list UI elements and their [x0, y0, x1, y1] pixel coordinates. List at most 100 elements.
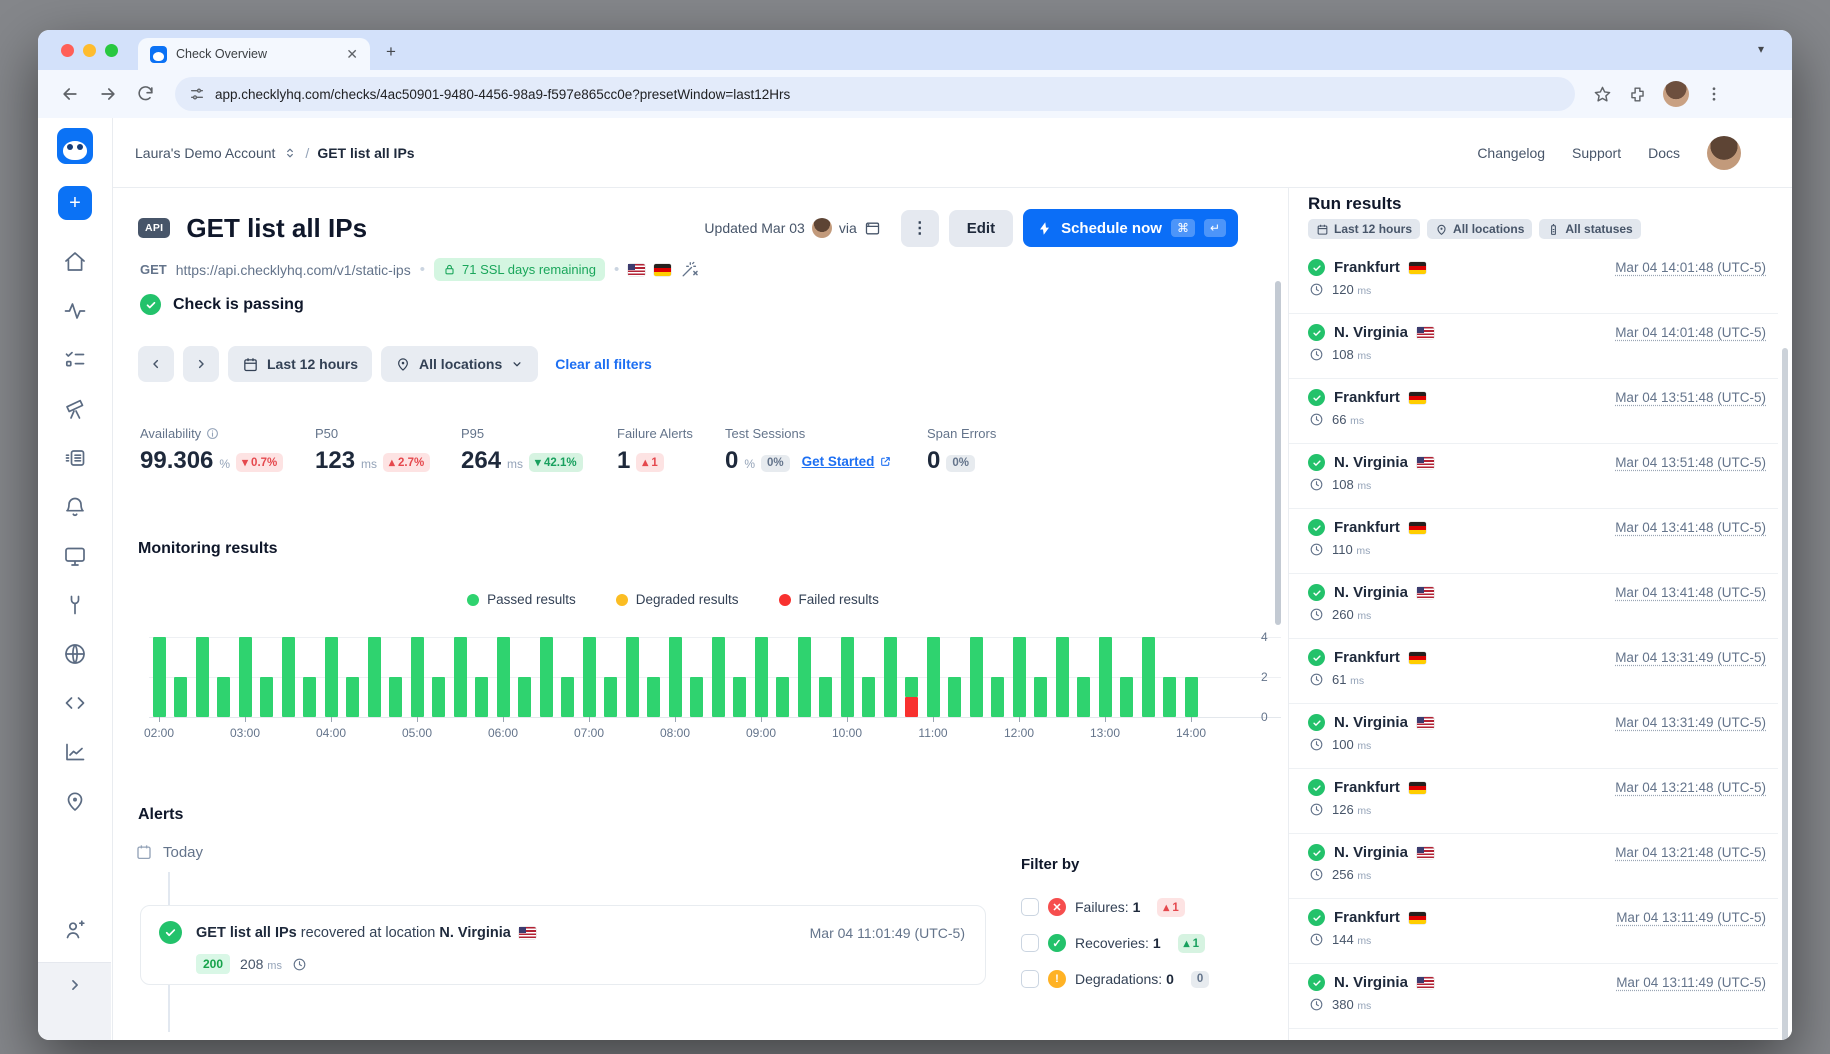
create-new-button[interactable]: + — [58, 186, 92, 220]
passed-bar[interactable] — [1098, 637, 1112, 717]
passed-bar[interactable] — [582, 637, 596, 717]
passed-bar[interactable] — [260, 677, 273, 717]
passed-bar[interactable] — [539, 637, 553, 717]
run-timestamp-link[interactable]: Mar 04 13:51:48 (UTC-5) — [1615, 455, 1766, 470]
passed-bar[interactable] — [475, 677, 488, 717]
zoom-window-button[interactable] — [105, 44, 118, 57]
run-timestamp-link[interactable]: Mar 04 13:31:49 (UTC-5) — [1615, 715, 1766, 730]
info-icon[interactable] — [206, 427, 219, 440]
sidebar-item-cli[interactable] — [63, 691, 87, 715]
passed-bar[interactable] — [1120, 677, 1133, 717]
run-result-row[interactable]: N. Virginia Mar 04 14:01:48 (UTC-5) 108 ms — [1289, 314, 1778, 379]
passed-bar[interactable] — [1034, 677, 1047, 717]
passed-bar[interactable] — [496, 637, 510, 717]
forward-icon[interactable] — [98, 84, 118, 104]
sidebar-item-invite-user[interactable] — [63, 918, 87, 942]
url-bar[interactable]: app.checklyhq.com/checks/4ac50901-9480-4… — [175, 77, 1575, 111]
passed-bar[interactable] — [668, 637, 682, 717]
passed-bar[interactable] — [432, 677, 445, 717]
alert-card[interactable]: GET list all IPs recovered at location N… — [140, 905, 986, 985]
docs-link[interactable]: Docs — [1648, 144, 1680, 161]
run-result-row[interactable]: N. Virginia Mar 04 13:11:49 (UTC-5) 380 ms — [1289, 964, 1778, 1029]
support-link[interactable]: Support — [1572, 144, 1622, 161]
passed-bar[interactable] — [840, 637, 854, 717]
clear-filters-link[interactable]: Clear all filters — [555, 356, 652, 372]
run-timestamp-link[interactable]: Mar 04 13:31:49 (UTC-5) — [1615, 650, 1766, 665]
edit-button[interactable]: Edit — [948, 209, 1014, 247]
new-tab-button[interactable]: + — [386, 42, 396, 61]
filter-by-option[interactable]: ✕ Failures: 1 ▴ 1 — [1021, 889, 1281, 925]
account-switcher[interactable]: Laura's Demo Account — [135, 144, 276, 161]
passed-bar[interactable] — [453, 637, 467, 717]
run-timestamp-link[interactable]: Mar 04 14:01:48 (UTC-5) — [1615, 260, 1766, 275]
run-timestamp-link[interactable]: Mar 04 13:11:49 (UTC-5) — [1616, 910, 1766, 925]
run-timestamp-link[interactable]: Mar 04 13:11:49 (UTC-5) — [1616, 975, 1766, 990]
run-results-scrollbar[interactable] — [1782, 348, 1788, 1040]
run-result-row[interactable]: N. Virginia Mar 04 13:41:48 (UTC-5) 260 ms — [1289, 574, 1778, 639]
browser-tab[interactable]: Check Overview ✕ — [138, 38, 370, 70]
passed-bar[interactable] — [1012, 637, 1026, 717]
filter-checkbox[interactable] — [1021, 934, 1039, 952]
run-timestamp-link[interactable]: Mar 04 13:21:48 (UTC-5) — [1615, 845, 1766, 860]
main-scrollbar[interactable] — [1275, 281, 1281, 625]
passed-bar[interactable] — [711, 637, 725, 717]
passed-bar[interactable] — [754, 637, 768, 717]
passed-bar[interactable] — [991, 677, 1004, 717]
run-timestamp-link[interactable]: Mar 04 13:21:48 (UTC-5) — [1615, 780, 1766, 795]
passed-bar[interactable] — [883, 637, 897, 717]
run-timestamp-link[interactable]: Mar 04 13:51:48 (UTC-5) — [1615, 390, 1766, 405]
schedule-now-button[interactable]: Schedule now ⌘ ↵ — [1023, 209, 1238, 247]
passed-bar[interactable] — [797, 637, 811, 717]
run-results-filter-pill[interactable]: All locations — [1427, 219, 1533, 239]
sidebar-collapse[interactable] — [38, 962, 111, 1040]
monitoring-chart[interactable]: 0 2 4 02:00 03:00 04:00 05:00 06:00 07:00 08:00 09… — [113, 618, 1288, 768]
passed-bar[interactable] — [625, 637, 639, 717]
passed-bar[interactable] — [561, 677, 574, 717]
passed-bar[interactable] — [152, 637, 166, 717]
passed-bar[interactable] — [926, 637, 940, 717]
sidebar-item-home[interactable] — [63, 250, 87, 274]
run-results-filter-pill[interactable]: All statuses — [1539, 219, 1641, 239]
passed-bar[interactable] — [174, 677, 187, 717]
passed-bar[interactable] — [195, 637, 209, 717]
get-started-link[interactable]: Get Started — [802, 454, 893, 469]
passed-bar[interactable] — [819, 677, 832, 717]
passed-bar[interactable] — [518, 677, 531, 717]
passed-bar[interactable] — [1055, 637, 1069, 717]
passed-bar[interactable] — [1077, 677, 1090, 717]
browser-menu-icon[interactable] — [1705, 85, 1723, 103]
run-timestamp-link[interactable]: Mar 04 13:41:48 (UTC-5) — [1615, 520, 1766, 535]
passed-bar[interactable] — [690, 677, 703, 717]
passed-bar[interactable] — [217, 677, 230, 717]
run-result-row[interactable]: Frankfurt Mar 04 13:31:49 (UTC-5) 61 ms — [1289, 639, 1778, 704]
filter-by-option[interactable]: ! Degradations: 0 0 — [1021, 961, 1281, 997]
passed-bar[interactable] — [389, 677, 402, 717]
window-controls[interactable] — [61, 44, 118, 57]
passed-bar[interactable] — [604, 677, 617, 717]
passed-bar[interactable] — [410, 637, 424, 717]
time-range-filter[interactable]: Last 12 hours — [228, 346, 373, 382]
sidebar-item-explore[interactable] — [63, 397, 87, 421]
passed-bar[interactable] — [1163, 677, 1176, 717]
run-result-row[interactable]: N. Virginia Mar 04 13:31:49 (UTC-5) 100 ms — [1289, 704, 1778, 769]
passed-bar[interactable] — [367, 637, 381, 717]
passed-bar[interactable] — [948, 677, 961, 717]
tab-search-icon[interactable]: ▾ — [1757, 42, 1764, 56]
sidebar-item-maintenance[interactable] — [63, 593, 87, 617]
chevron-updown-icon[interactable] — [283, 146, 297, 160]
run-result-row[interactable]: N. Virginia Mar 04 13:51:48 (UTC-5) 108 ms — [1289, 444, 1778, 509]
reload-icon[interactable] — [136, 84, 155, 103]
passed-bar[interactable] — [324, 637, 338, 717]
run-result-row[interactable]: Frankfurt Mar 04 13:11:49 (UTC-5) 144 ms — [1289, 899, 1778, 964]
filter-by-option[interactable]: ✓ Recoveries: 1 ▴ 1 — [1021, 925, 1281, 961]
minimize-window-button[interactable] — [83, 44, 96, 57]
sidebar-item-dashboards[interactable] — [63, 544, 87, 568]
run-result-row[interactable]: Frankfurt Mar 04 13:41:48 (UTC-5) 110 ms — [1289, 509, 1778, 574]
back-icon[interactable] — [60, 84, 80, 104]
passed-bar[interactable] — [1184, 677, 1198, 717]
sidebar-item-locations[interactable] — [63, 789, 87, 813]
passed-bar[interactable] — [281, 637, 295, 717]
passed-bar[interactable] — [303, 677, 316, 717]
changelog-link[interactable]: Changelog — [1477, 144, 1546, 161]
sidebar-item-monitoring[interactable] — [63, 299, 87, 323]
